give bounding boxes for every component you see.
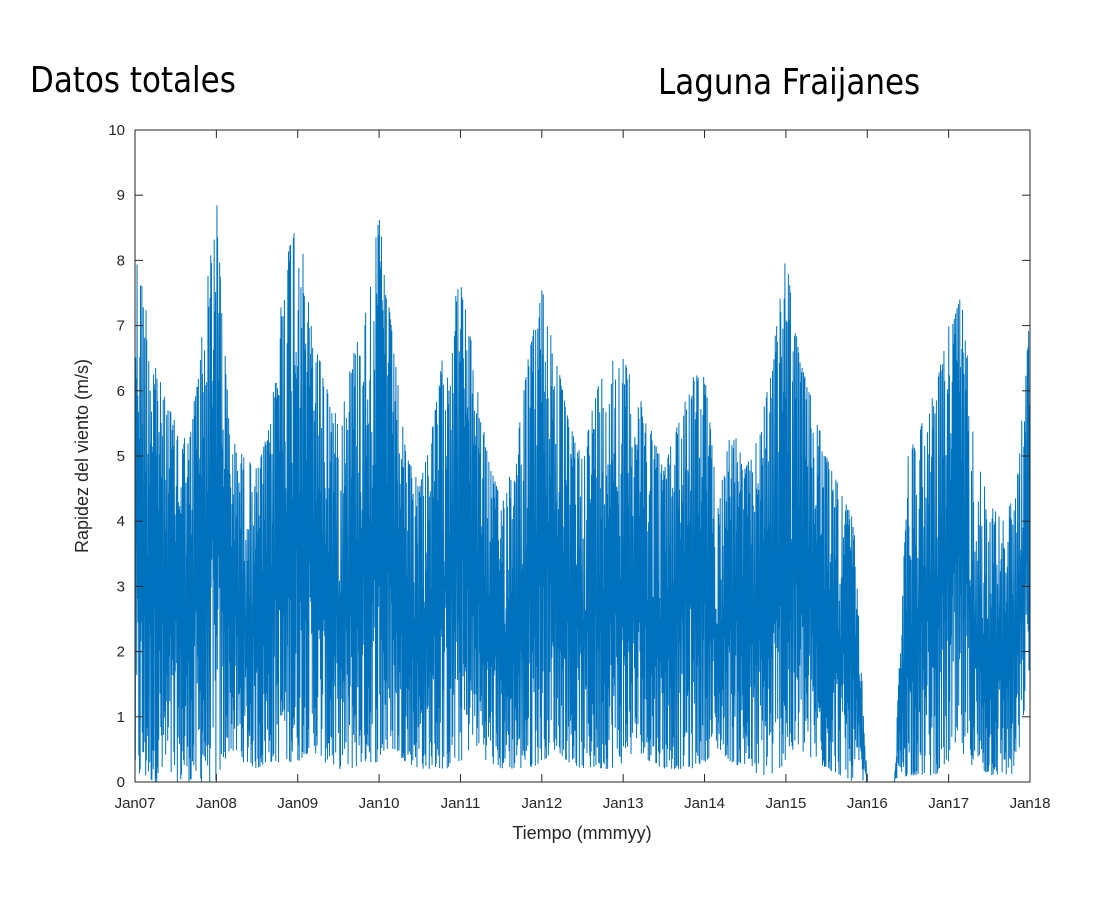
x-tick-label: Jan18 [1010,795,1051,812]
x-tick-label: Jan17 [928,795,969,812]
y-tick-label: 10 [108,122,125,139]
x-tick-label: Jan07 [115,795,156,812]
annotation-laguna-fraijanes: Laguna Fraijanes [658,62,921,103]
y-axis-label: Rapidez del viento (m/s) [72,359,92,553]
ticks-layer [134,129,1031,783]
x-tick-label: Jan08 [196,795,237,812]
y-tick-label: 1 [117,709,125,726]
y-tick-label: 3 [117,578,125,595]
x-tick-label: Jan09 [277,795,318,812]
x-axis-label: Tiempo (mmmyy) [512,823,651,843]
x-tick-label: Jan14 [684,795,725,812]
x-tick-label: Jan15 [765,795,806,812]
y-tick-label: 8 [117,252,125,269]
y-tick-label: 2 [117,644,125,661]
y-tick-label: 5 [117,448,125,465]
y-tick-label: 7 [117,318,125,335]
y-tick-label: 4 [117,513,125,530]
y-tick-label: 0 [117,774,125,791]
labels-layer: 0 1 2 3 4 5 6 7 8 9 10 Jan07 Jan08 Jan09 Jan10 Jan11 Jan… [108,122,1050,812]
y-tick-label: 9 [117,187,125,204]
y-tick-label: 6 [117,383,125,400]
wind-speed-series-line [134,205,1031,783]
series-layer [134,205,1031,783]
x-tick-label: Jan11 [441,795,481,812]
annotation-datos-totales: Datos totales [30,60,236,101]
x-tick-label: Jan16 [847,795,888,812]
x-tick-label: Jan10 [359,795,400,812]
x-tick-label: Jan12 [521,795,562,812]
x-tick-label: Jan13 [603,795,644,812]
